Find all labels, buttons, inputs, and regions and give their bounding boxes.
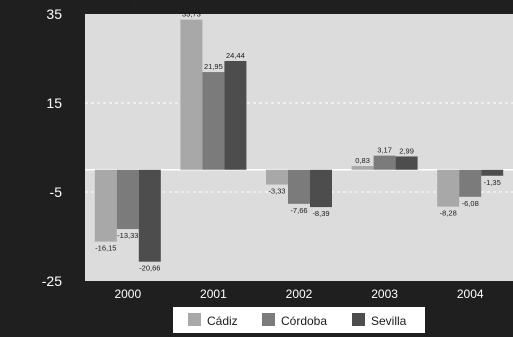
y-tick-label: 35 [46,6,62,22]
data-label: -1,35 [484,178,501,187]
x-tick-label: 2000 [114,287,141,301]
data-label: -16,15 [95,244,116,253]
bar [224,60,247,170]
bar [180,19,203,170]
data-label: -7,66 [290,206,307,215]
bar [351,166,374,170]
legend-box [173,307,425,333]
data-label: -8,39 [312,209,329,218]
data-label: 2,99 [399,146,414,155]
bar [202,72,225,170]
bar [138,169,161,262]
data-label: 33,73 [182,10,201,19]
data-label: -3,33 [268,187,285,196]
y-tick-label: -25 [42,273,62,289]
y-tick-label: -5 [50,184,63,200]
bar [116,169,139,230]
data-label: -8,28 [440,209,457,218]
legend-label: Córdoba [281,314,327,328]
legend-swatch [262,313,275,326]
bar [310,169,332,208]
x-tick-label: 2001 [200,287,227,301]
legend-label: Sevilla [371,314,407,328]
data-label: 24,44 [226,51,245,60]
bar [266,169,288,185]
x-tick-label: 2004 [457,287,484,301]
data-label: 21,95 [204,62,223,71]
data-label: -20,66 [139,264,160,273]
data-label: 0,83 [355,156,370,165]
data-label: -13,33 [117,231,138,240]
legend-label: Cádiz [207,314,238,328]
y-tick-label: 15 [46,95,62,111]
data-label: 3,17 [377,146,392,155]
bar [94,169,117,242]
legend-swatch [352,313,365,326]
x-tick-label: 2003 [371,287,398,301]
x-tick-label: 2002 [286,287,313,301]
bar [395,156,418,170]
bar [437,169,460,207]
bar [481,169,504,176]
bar [288,169,310,204]
bar [459,169,482,197]
bar [373,155,396,170]
data-label: -6,08 [462,199,479,208]
legend: Cádiz Córdoba Sevilla [173,307,425,333]
legend-swatch [188,313,201,326]
